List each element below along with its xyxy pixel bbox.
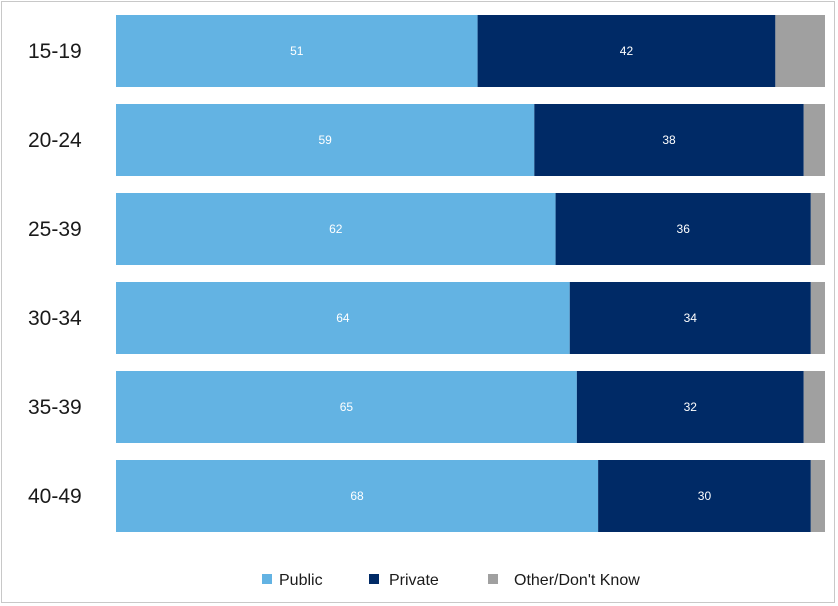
bar-segment [116, 15, 478, 87]
bar-segment [477, 15, 776, 87]
legend-label: Public [279, 572, 323, 589]
category-label: 40-49 [28, 485, 82, 508]
bar-segment [555, 193, 811, 265]
bar-segment [116, 282, 570, 354]
bar-segment [810, 193, 825, 265]
category-label: 15-19 [28, 40, 82, 63]
data-label: 42 [620, 44, 634, 58]
legend-swatch [488, 574, 498, 584]
bar-segment [569, 282, 811, 354]
data-label: 65 [340, 400, 354, 414]
data-label: 62 [329, 222, 343, 236]
bar-segment [803, 371, 825, 443]
data-label: 30 [698, 489, 712, 503]
category-label: 25-39 [28, 218, 82, 241]
bar-segment [598, 460, 811, 532]
category-label: 20-24 [28, 129, 82, 152]
data-label: 64 [336, 311, 350, 325]
bar-segment [775, 15, 825, 87]
category-label: 30-34 [28, 307, 82, 330]
bar-segment [803, 104, 825, 176]
bar-segment [116, 460, 599, 532]
data-label: 59 [318, 133, 332, 147]
data-label: 34 [684, 311, 698, 325]
data-label: 32 [684, 400, 698, 414]
legend-swatch [369, 574, 379, 584]
bar-segment [810, 282, 825, 354]
bar-segment [116, 193, 556, 265]
bar-segment [810, 460, 825, 532]
legend-swatch [262, 574, 272, 584]
bar-segment [116, 104, 535, 176]
data-label: 51 [290, 44, 304, 58]
bar-segment [576, 371, 804, 443]
bar-segment [534, 104, 804, 176]
legend-label: Private [389, 572, 439, 589]
legend-label: Other/Don't Know [514, 572, 640, 589]
bar-segment [116, 371, 577, 443]
data-label: 38 [662, 133, 676, 147]
data-label: 68 [350, 489, 364, 503]
data-label: 36 [677, 222, 691, 236]
category-label: 35-39 [28, 396, 82, 419]
